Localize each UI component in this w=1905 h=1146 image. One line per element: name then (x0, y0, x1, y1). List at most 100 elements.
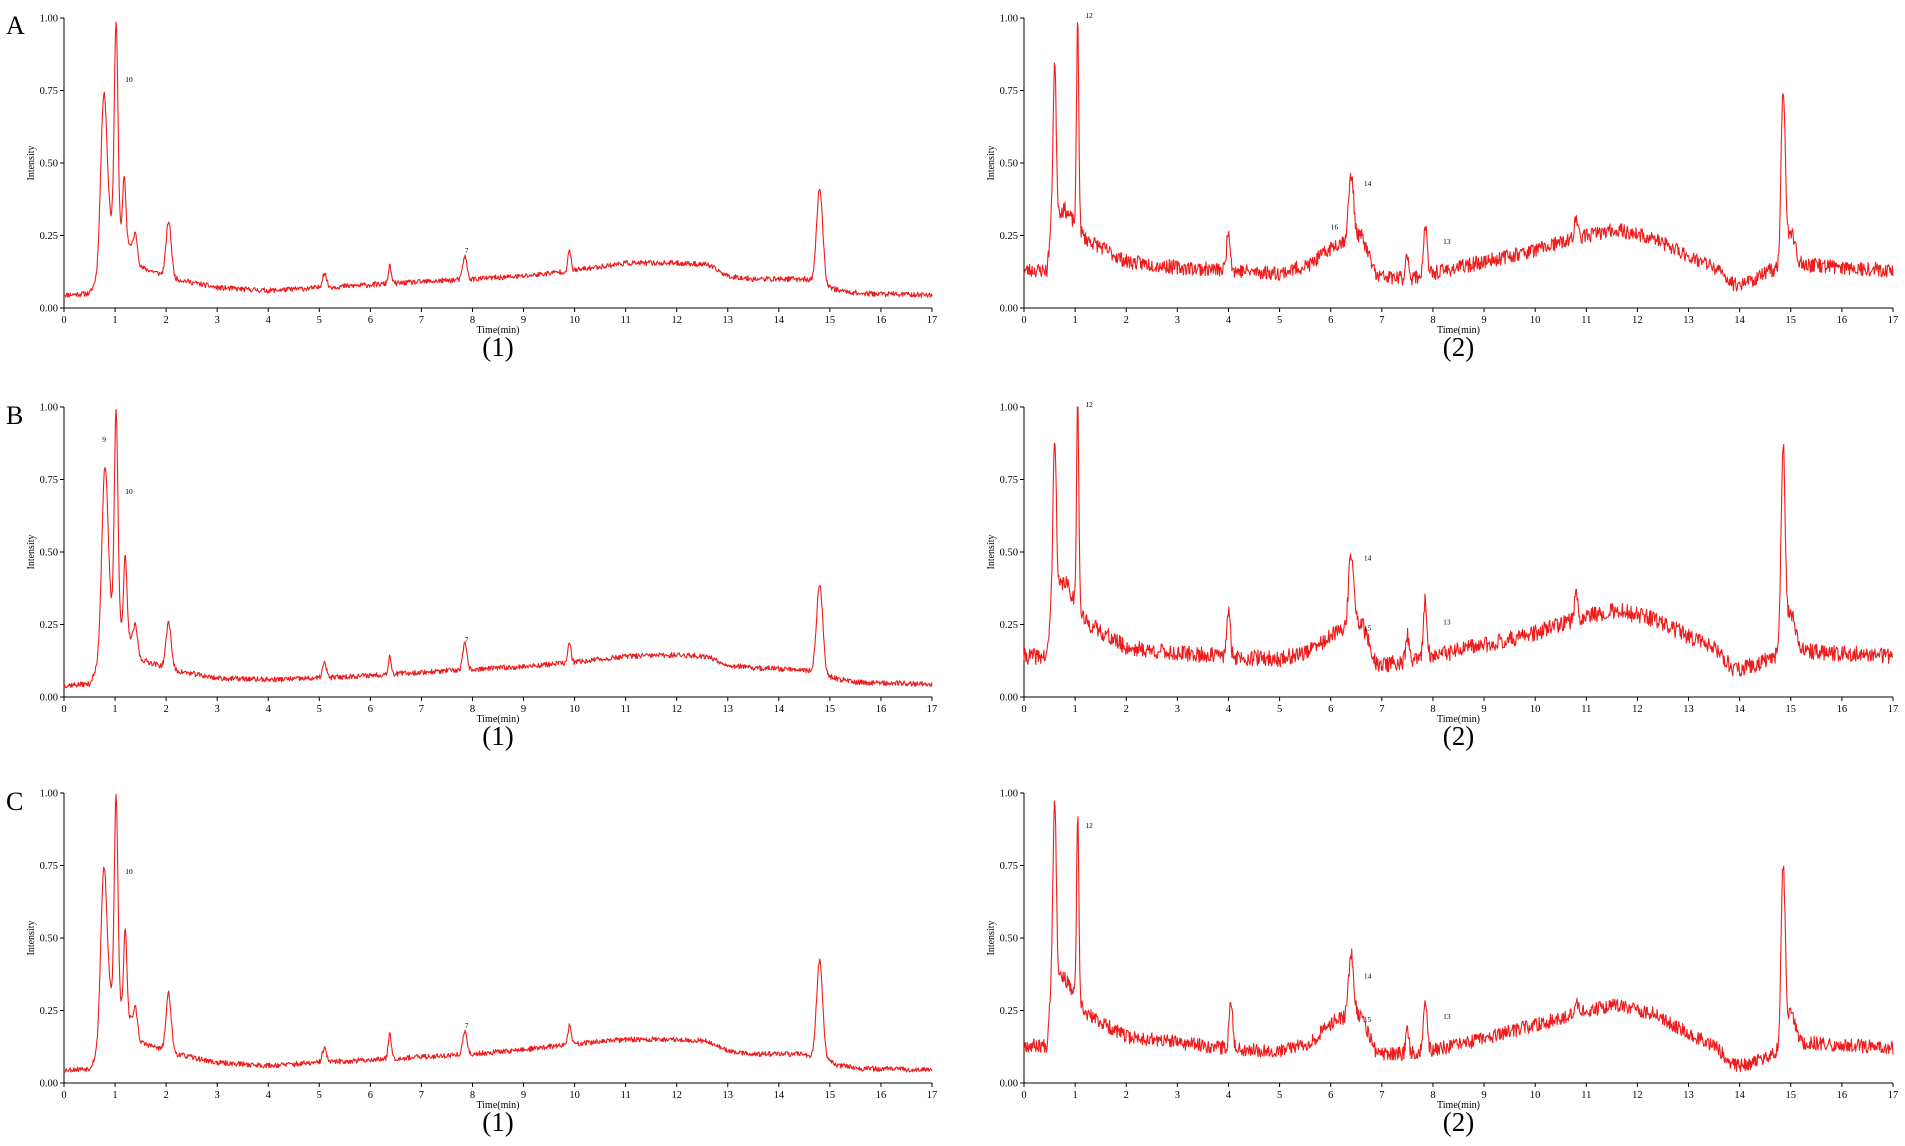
y-tick-label: 0.50 (1000, 548, 1018, 559)
x-tick-label: 14 (774, 315, 785, 326)
x-tick-label: 9 (521, 315, 526, 326)
x-tick-label: 14 (1734, 1090, 1745, 1101)
x-tick-label: 2 (1124, 1090, 1129, 1101)
x-tick-label: 6 (368, 315, 373, 326)
x-tick-label: 13 (723, 315, 734, 326)
y-tick-label: 0.25 (1000, 620, 1018, 631)
peak-label: 13 (1443, 618, 1451, 627)
y-tick-label: 0.50 (40, 548, 58, 559)
x-tick-label: 0 (1021, 315, 1026, 326)
x-tick-label: 9 (1481, 315, 1486, 326)
x-tick-label: 7 (1379, 1090, 1384, 1101)
peak-label: 10 (125, 75, 133, 84)
y-tick-label: 0.00 (1000, 304, 1018, 315)
x-tick-label: 2 (163, 315, 168, 326)
x-tick-label: 3 (215, 704, 220, 715)
x-tick-label: 8 (470, 1090, 475, 1101)
x-tick-label: 6 (1328, 1090, 1333, 1101)
x-axis-title: Time(min) (477, 325, 520, 336)
x-tick-label: 7 (419, 1090, 424, 1101)
x-tick-label: 6 (368, 1090, 373, 1101)
x-tick-label: 17 (927, 315, 938, 326)
chromatogram-trace (63, 21, 933, 298)
x-tick-label: 7 (1379, 315, 1384, 326)
y-tick-label: 1.00 (1000, 14, 1018, 25)
x-tick-label: 8 (1430, 704, 1435, 715)
x-tick-label: 3 (1175, 704, 1180, 715)
x-axis-title: Time(min) (1437, 325, 1480, 336)
x-tick-label: 2 (163, 1090, 168, 1101)
y-tick-label: 1.00 (40, 403, 58, 414)
y-tick-label: 0.50 (40, 934, 58, 945)
peak-label: 7 (465, 1021, 469, 1030)
peak-label: 9 (102, 435, 106, 444)
row-label-b: B (6, 401, 23, 430)
peak-label: 13 (1443, 237, 1451, 246)
peak-label: 15 (1364, 623, 1372, 632)
panel-b-2: 0.000.250.500.751.000 1 2 3 4 5 6 7 8 9 10 11 12 13 14… (986, 400, 1898, 751)
x-tick-label: 9 (1481, 704, 1486, 715)
y-axis-title: Intensity (26, 535, 37, 570)
y-tick-label: 1.00 (1000, 789, 1018, 800)
x-tick-label: 10 (1530, 1090, 1541, 1101)
y-tick-label: 0.25 (40, 1006, 58, 1017)
x-tick-label: 5 (1277, 315, 1282, 326)
x-tick-label: 1 (1072, 1090, 1077, 1101)
panel-caption: (2) (1443, 1107, 1474, 1137)
x-tick-label: 8 (1430, 1090, 1435, 1101)
x-tick-label: 9 (521, 1090, 526, 1101)
peak-label: 12 (1085, 400, 1093, 409)
y-axis-title: Intensity (986, 146, 997, 181)
row-label-a: A (6, 11, 25, 40)
x-tick-label: 15 (1786, 315, 1797, 326)
peak-label: 7 (465, 635, 469, 644)
panel-caption: (1) (482, 1107, 513, 1137)
x-tick-label: 7 (1379, 704, 1384, 715)
x-tick-label: 17 (1888, 315, 1899, 326)
x-tick-label: 10 (569, 704, 580, 715)
peak-label: 12 (1085, 11, 1093, 20)
x-tick-label: 5 (317, 315, 322, 326)
y-tick-label: 0.00 (40, 1079, 58, 1090)
x-tick-label: 16 (876, 1090, 887, 1101)
y-tick-label: 1.00 (1000, 403, 1018, 414)
x-tick-label: 11 (621, 704, 631, 715)
x-tick-label: 16 (1837, 1090, 1848, 1101)
x-tick-label: 0 (1021, 1090, 1026, 1101)
row-label-c: C (6, 787, 23, 816)
y-tick-label: 0.75 (40, 475, 58, 486)
x-tick-label: 12 (671, 1090, 682, 1101)
x-tick-label: 10 (1530, 704, 1541, 715)
peak-label: 10 (125, 867, 133, 876)
y-tick-label: 0.50 (1000, 159, 1018, 170)
x-tick-label: 1 (1072, 704, 1077, 715)
x-tick-label: 16 (1837, 704, 1848, 715)
x-tick-label: 12 (1632, 315, 1643, 326)
x-tick-label: 1 (112, 1090, 117, 1101)
x-tick-label: 11 (1581, 315, 1591, 326)
y-tick-label: 0.75 (40, 86, 58, 97)
x-tick-label: 9 (521, 704, 526, 715)
x-tick-label: 3 (1175, 1090, 1180, 1101)
x-tick-label: 17 (1888, 1090, 1899, 1101)
x-tick-label: 3 (215, 1090, 220, 1101)
x-tick-label: 10 (569, 315, 580, 326)
x-tick-label: 15 (825, 1090, 836, 1101)
x-tick-label: 10 (1530, 315, 1541, 326)
x-tick-label: 4 (266, 1090, 272, 1101)
x-tick-label: 0 (1021, 704, 1026, 715)
x-axis-title: Time(min) (1437, 714, 1480, 725)
x-tick-label: 1 (1072, 315, 1077, 326)
x-tick-label: 7 (419, 704, 424, 715)
y-tick-label: 0.25 (40, 231, 58, 242)
panel-caption: (2) (1443, 721, 1474, 751)
y-tick-label: 0.25 (1000, 231, 1018, 242)
x-axis-title: Time(min) (477, 1100, 520, 1111)
x-tick-label: 5 (1277, 1090, 1282, 1101)
peak-label: 14 (1364, 554, 1372, 563)
panel-b-1: 0.000.250.500.751.000 1 2 3 4 5 6 7 8 9 10 11 12 13 14… (26, 403, 937, 752)
panel-a-2: 0.000.250.500.751.000 1 2 3 4 5 6 7 8 9 10 11 12 13 14… (986, 11, 1898, 362)
peak-label: 14 (1364, 972, 1372, 981)
x-tick-label: 8 (470, 315, 475, 326)
